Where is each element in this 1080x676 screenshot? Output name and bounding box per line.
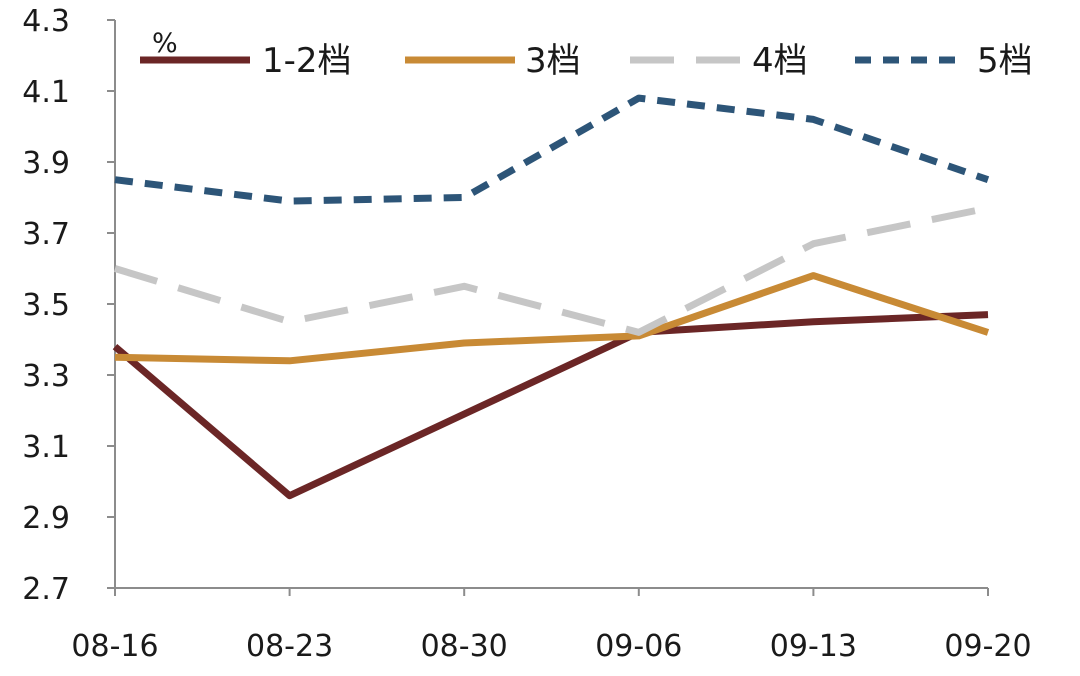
legend-label-1: 1-2档 — [262, 41, 352, 81]
series-line-1 — [112, 311, 989, 500]
y-tick-label: 4.1 — [22, 75, 70, 110]
x-tick-label: 09-13 — [770, 629, 857, 664]
y-tick-label: 2.9 — [22, 501, 70, 536]
series-line-4 — [114, 94, 990, 205]
y-tick-label: 3.5 — [22, 288, 70, 323]
x-tick-label: 08-23 — [246, 629, 333, 664]
y-tick-label: 2.7 — [22, 572, 70, 607]
legend-label-2: 3档 — [525, 41, 581, 81]
y-tick-label: 3.3 — [22, 359, 70, 394]
x-tick-label: 08-30 — [421, 629, 508, 664]
series-layer — [112, 94, 990, 500]
y-tick-label: 4.3 — [22, 4, 70, 39]
series-line-2 — [114, 272, 990, 365]
series-line-3 — [113, 204, 989, 336]
unit-label: % — [152, 28, 178, 59]
x-tick-label: 09-06 — [595, 629, 682, 664]
legend: 1-2档 3档 4档 5档 — [140, 41, 1033, 81]
legend-label-3: 4档 — [752, 41, 808, 81]
axes: 2.7 2.9 3.1 3.3 3.5 3.7 3.9 4.1 4.3 08-16 08-23 08-… — [22, 4, 1031, 664]
x-tick-label: 09-20 — [944, 629, 1031, 664]
y-tick-label: 3.9 — [22, 146, 70, 181]
x-tick-label: 08-16 — [71, 629, 158, 664]
legend-label-4: 5档 — [977, 41, 1033, 81]
y-tick-label: 3.7 — [22, 217, 70, 252]
y-tick-label: 3.1 — [22, 430, 70, 465]
